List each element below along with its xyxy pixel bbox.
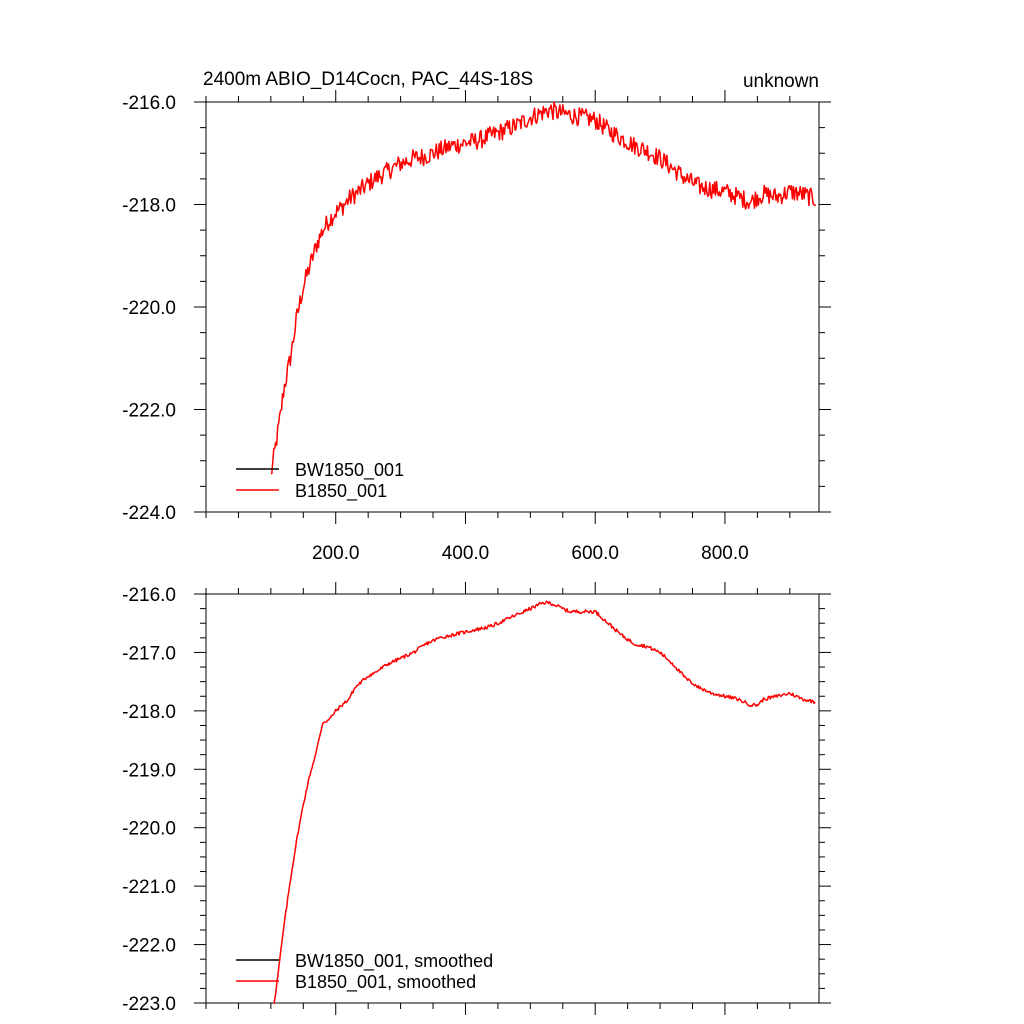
plot-frame [205, 593, 820, 1004]
y-tick-label: -221.0 [122, 877, 176, 898]
legend-label: B1850_001 [295, 481, 387, 502]
legend-label: BW1850_001 [295, 460, 404, 481]
legend-label: B1850_001, smoothed [295, 972, 476, 993]
y-tick-label: -220.0 [122, 819, 176, 840]
chart-right-title: unknown [743, 71, 819, 92]
x-tick-label: 400.0 [442, 543, 490, 564]
y-tick-label: -216.0 [122, 93, 176, 114]
series-line [273, 600, 816, 1004]
y-tick-label: -219.0 [122, 760, 176, 781]
y-tick-label: -222.0 [122, 401, 176, 422]
top-panel: 200.0 400.0 600.0 800.0 -216.0 -218.0 -220.0 -2… [122, 69, 831, 564]
x-tick-label: 600.0 [571, 543, 619, 564]
x-tick-label: 200.0 [312, 543, 360, 564]
y-tick-label: -223.0 [122, 994, 176, 1015]
y-tick-label: -216.0 [122, 585, 176, 606]
y-tick-label: -217.0 [122, 643, 176, 664]
legend-label: BW1850_001, smoothed [295, 951, 493, 972]
bottom-panel: -216.0 -217.0 -218.0 -219.0 -220.0 -221.0 -222… [122, 582, 831, 1015]
y-tick-label: -218.0 [122, 196, 176, 217]
y-tick-label: -222.0 [122, 936, 176, 957]
series-line [270, 101, 817, 475]
y-tick-label: -218.0 [122, 702, 176, 723]
plot-frame [205, 101, 820, 513]
y-tick-label: -220.0 [122, 298, 176, 319]
x-tick-label: 800.0 [701, 543, 749, 564]
chart-title: 2400m ABIO_D14Cocn, PAC_44S-18S [203, 69, 533, 90]
y-tick-label: -224.0 [122, 503, 176, 524]
